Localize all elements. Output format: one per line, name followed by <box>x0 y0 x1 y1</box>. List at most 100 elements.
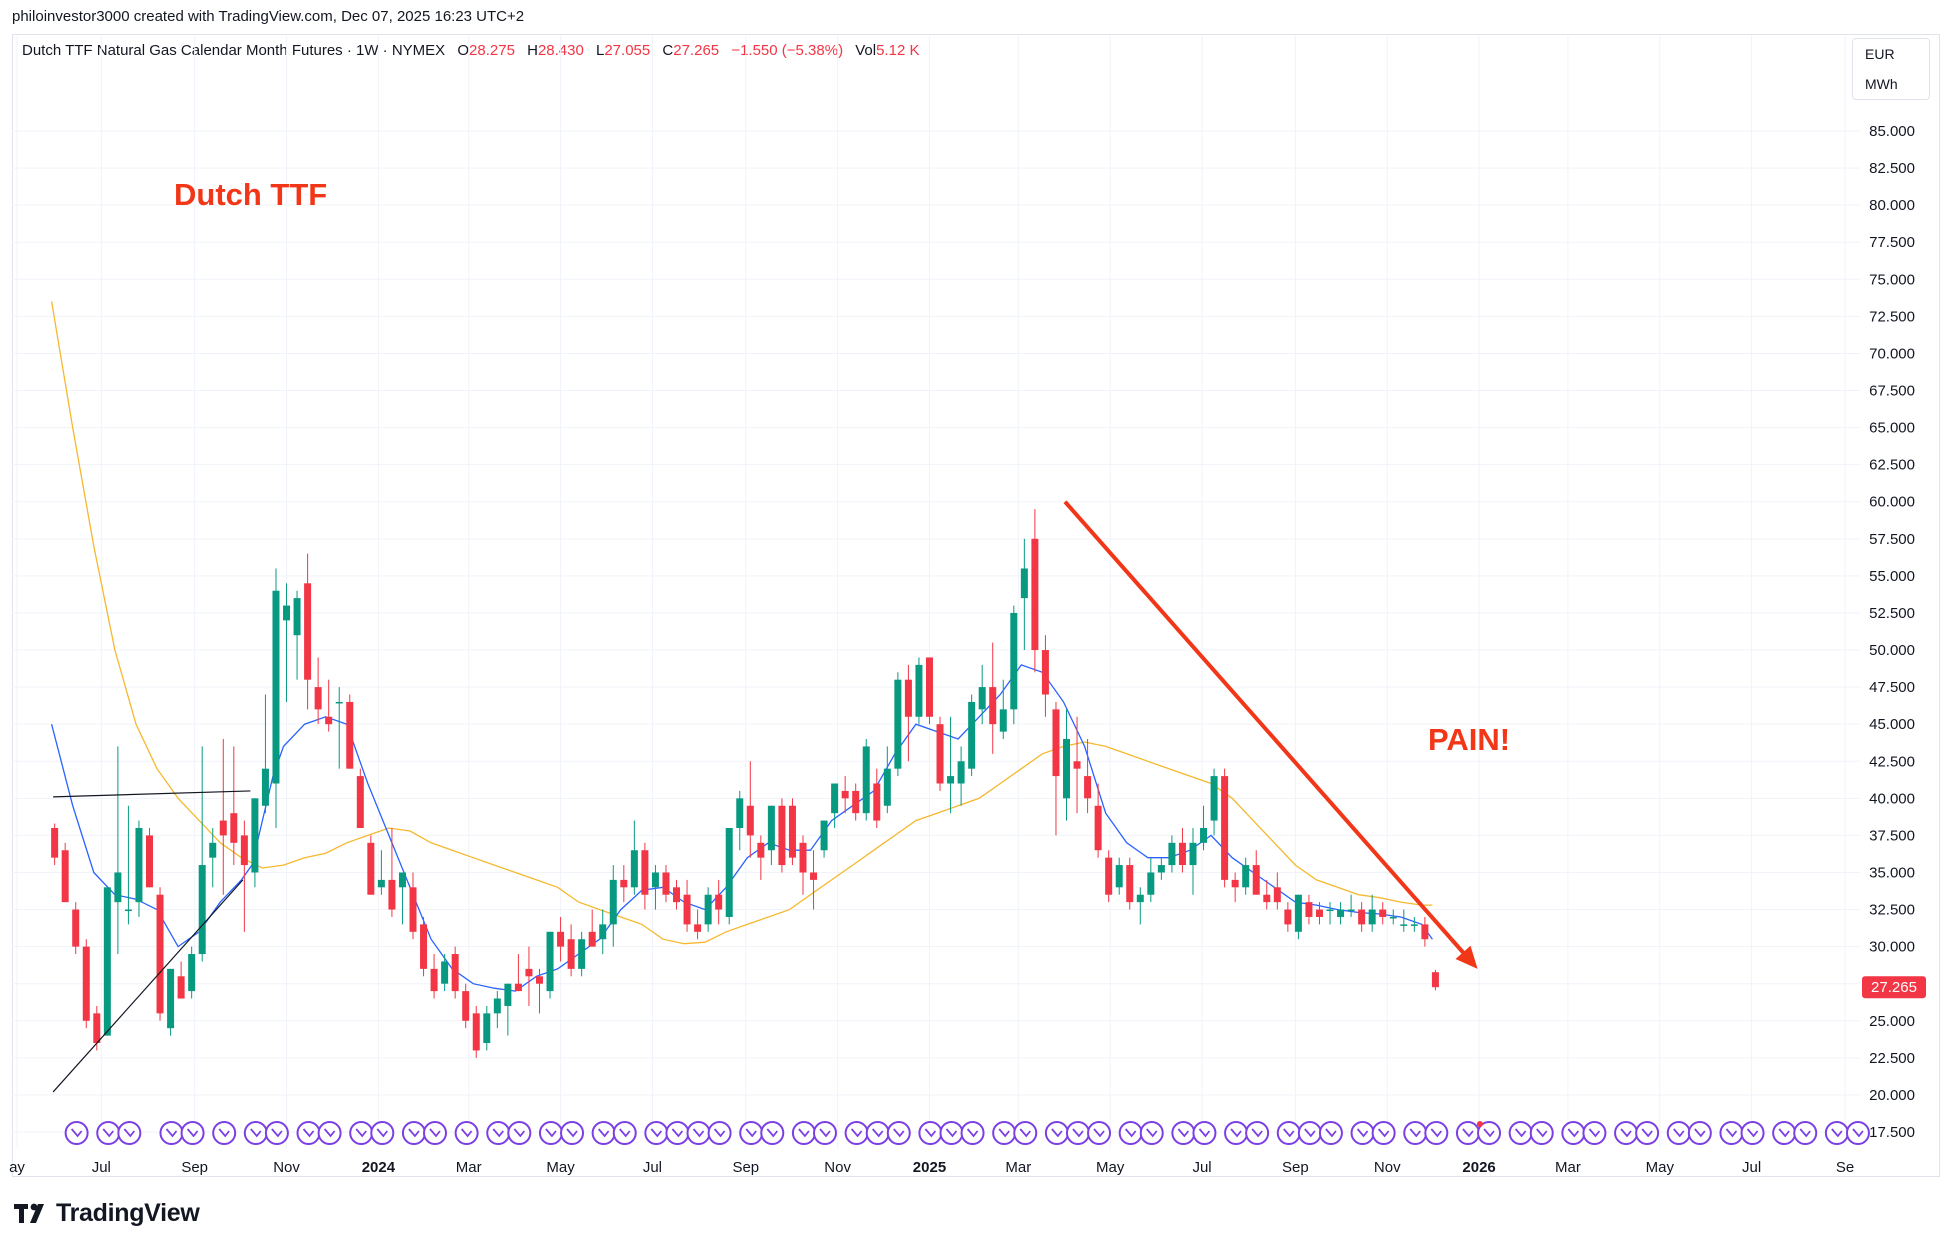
event-marker-icon[interactable] <box>1845 1121 1870 1145</box>
event-marker-icon[interactable] <box>1350 1121 1375 1145</box>
event-marker-icon[interactable] <box>992 1121 1017 1145</box>
event-marker-icon[interactable] <box>1772 1121 1797 1145</box>
tradingview-logo[interactable]: TradingView <box>14 1197 200 1229</box>
event-marker-icon[interactable] <box>665 1121 690 1145</box>
time-tick-label: May <box>1096 1159 1125 1176</box>
event-marker-icon[interactable] <box>243 1121 268 1145</box>
unit-label[interactable]: MWh <box>1865 76 1898 92</box>
event-marker-icon[interactable] <box>1118 1121 1143 1145</box>
event-marker-icon[interactable] <box>1371 1121 1396 1145</box>
event-marker-icon[interactable] <box>791 1121 816 1145</box>
event-marker-icon[interactable] <box>865 1121 890 1145</box>
candle <box>767 805 775 866</box>
event-marker-icon[interactable] <box>812 1121 837 1145</box>
event-marker-icon[interactable] <box>1403 1121 1428 1145</box>
event-marker-icon[interactable] <box>1192 1121 1217 1145</box>
candle-body <box>1073 761 1081 769</box>
event-marker-icon[interactable] <box>960 1121 985 1145</box>
event-marker-icon[interactable] <box>1318 1121 1343 1145</box>
symbol-title[interactable]: Dutch TTF Natural Gas Calendar Month Fut… <box>22 42 446 59</box>
event-marker-glyph <box>1831 1128 1843 1138</box>
candle-body <box>757 842 765 858</box>
event-marker-ring <box>1065 1121 1090 1145</box>
event-marker-icon[interactable] <box>560 1121 585 1145</box>
candle <box>1063 709 1071 821</box>
currency-label[interactable]: EUR <box>1865 46 1895 62</box>
event-marker-icon[interactable] <box>1245 1121 1270 1145</box>
event-marker-icon[interactable] <box>117 1121 142 1145</box>
event-marker-icon[interactable] <box>159 1121 184 1145</box>
event-marker-icon[interactable] <box>1793 1121 1818 1145</box>
candle-body <box>715 894 723 910</box>
event-marker-icon[interactable] <box>739 1121 764 1145</box>
event-marker-icon[interactable] <box>96 1121 121 1145</box>
event-marker-icon[interactable] <box>644 1121 669 1145</box>
event-marker-icon[interactable] <box>1824 1121 1849 1145</box>
event-marker-icon[interactable] <box>64 1121 89 1145</box>
event-marker-icon[interactable] <box>1013 1121 1038 1145</box>
time-tick-label: Jul <box>643 1159 662 1176</box>
last-price-label: 27.265 <box>1871 979 1917 996</box>
candle-body <box>841 790 849 799</box>
time-axis[interactable]: ay Jul Sep Nov 2024 Mar May Jul Sep Nov 2025 Mar May… <box>9 1159 1854 1176</box>
event-marker-icon[interactable] <box>370 1121 395 1145</box>
event-marker-icon[interactable] <box>1276 1121 1301 1145</box>
candle-body <box>1400 924 1408 926</box>
event-marker-icon[interactable] <box>1561 1121 1586 1145</box>
event-marker-icon[interactable] <box>1666 1121 1691 1145</box>
event-marker-icon[interactable] <box>707 1121 732 1145</box>
event-marker-icon[interactable] <box>612 1121 637 1145</box>
event-marker-icon[interactable] <box>1455 1121 1480 1145</box>
event-marker-icon[interactable] <box>1614 1121 1639 1145</box>
event-marker-icon[interactable] <box>844 1121 869 1145</box>
event-marker-icon[interactable] <box>1529 1121 1554 1145</box>
event-marker-icon[interactable] <box>1582 1121 1607 1145</box>
event-marker-icon[interactable] <box>1508 1121 1533 1145</box>
event-marker-icon[interactable] <box>1740 1121 1765 1145</box>
price-axis[interactable]: 85.000 82.500 80.000 77.500 75.000 72.500 70.0… <box>1862 123 1926 1141</box>
event-marker-icon[interactable] <box>886 1121 911 1145</box>
event-marker-icon[interactable] <box>349 1121 374 1145</box>
event-marker-glyph <box>1536 1128 1548 1138</box>
event-marker-icon[interactable] <box>1424 1121 1449 1145</box>
event-marker-icon[interactable] <box>486 1121 511 1145</box>
event-marker-icon[interactable] <box>317 1121 342 1145</box>
event-marker-icon[interactable] <box>422 1121 447 1145</box>
event-marker-icon[interactable] <box>918 1121 943 1145</box>
event-marker-glyph <box>713 1128 726 1138</box>
event-marker-icon[interactable] <box>212 1121 237 1145</box>
event-marker-icon[interactable] <box>1635 1121 1660 1145</box>
event-marker-icon[interactable] <box>1224 1121 1249 1145</box>
event-marker-icon[interactable] <box>686 1121 711 1145</box>
event-marker-icon[interactable] <box>1171 1121 1196 1145</box>
event-marker-icon[interactable] <box>180 1121 205 1145</box>
event-marker-icon[interactable] <box>1087 1121 1112 1145</box>
event-marker-icon[interactable] <box>760 1121 785 1145</box>
event-marker-icon[interactable] <box>1719 1121 1744 1145</box>
event-marker-icon[interactable] <box>1687 1121 1712 1145</box>
currency-unit-selector[interactable]: EUR MWh <box>1852 38 1930 100</box>
event-marker-icon[interactable] <box>454 1121 479 1145</box>
candle <box>968 694 976 777</box>
event-marker-icon[interactable] <box>1139 1121 1164 1145</box>
event-marker-ring <box>349 1121 374 1145</box>
annotation-dutch-ttf: Dutch TTF <box>174 177 327 212</box>
event-marker-glyph <box>1177 1128 1190 1138</box>
event-marker-icon[interactable] <box>507 1121 532 1145</box>
event-marker-icon[interactable] <box>538 1121 563 1145</box>
event-marker-icon[interactable] <box>591 1121 616 1145</box>
event-marker-icon[interactable] <box>1297 1121 1322 1145</box>
event-marker-icon[interactable] <box>1065 1121 1090 1145</box>
event-marker-icon[interactable] <box>1477 1121 1502 1145</box>
event-marker-icon[interactable] <box>296 1121 321 1145</box>
candle <box>483 1005 491 1051</box>
event-marker-icon[interactable] <box>939 1121 964 1145</box>
event-marker-icon[interactable] <box>1044 1121 1069 1145</box>
event-marker-icon[interactable] <box>401 1121 426 1145</box>
candle <box>167 968 175 1036</box>
candle <box>72 902 80 955</box>
candle <box>135 820 143 917</box>
candle <box>198 746 206 962</box>
event-marker-icon[interactable] <box>264 1121 289 1145</box>
